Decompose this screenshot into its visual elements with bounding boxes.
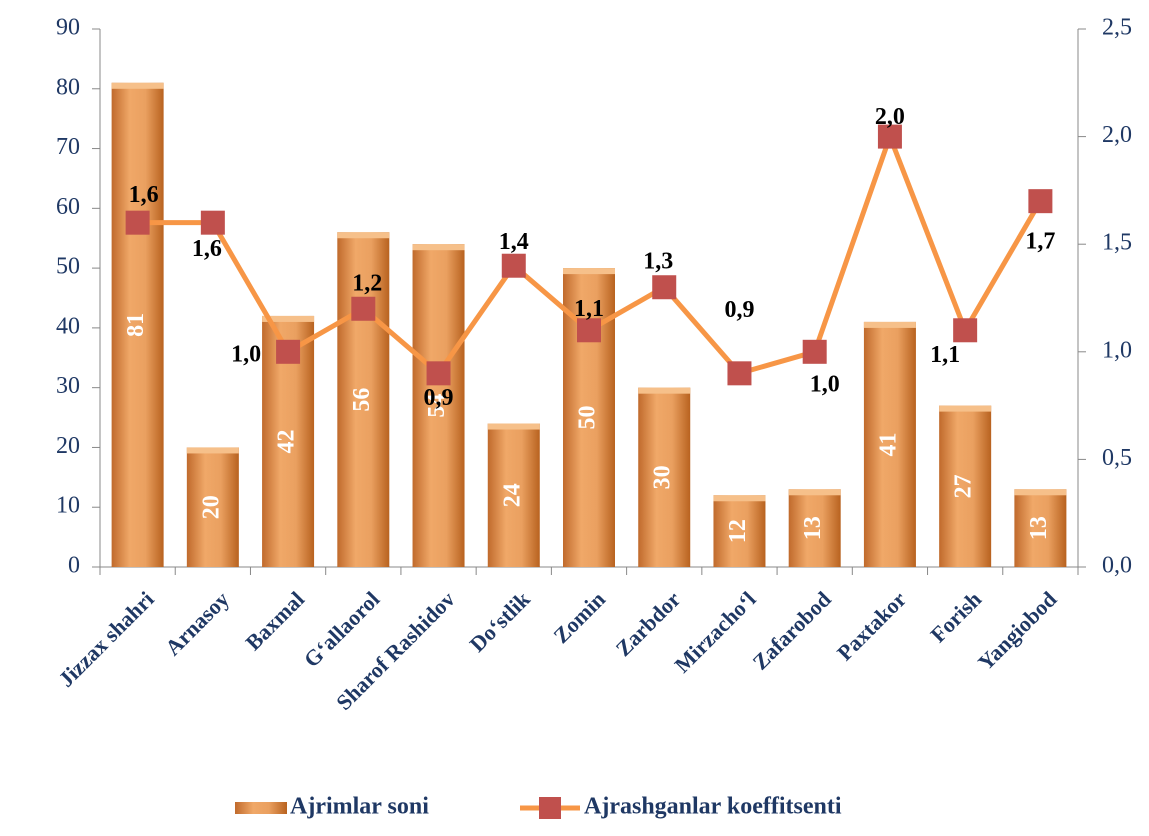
line-value-label: 1,1 (930, 342, 960, 368)
x-tick-label: Yangiobod (973, 586, 1062, 675)
line-value-label: 1,0 (231, 341, 261, 367)
line-value-label: 1,6 (129, 182, 159, 208)
y-tick-label: 30 (56, 373, 80, 399)
bar-value-label: 81 (123, 313, 149, 337)
marker (577, 318, 601, 342)
bar-value-label: 50 (575, 406, 601, 430)
marker (502, 254, 526, 278)
x-tick-label: Zarbdor (611, 586, 686, 661)
bar-value-label: 56 (349, 388, 375, 412)
chart: 0 10 20 30 40 50 60 70 80 90 0,0 0,5 1,0 1,5 2,0 2,5 Jiz… (0, 0, 1149, 831)
legend-label: Ajrimlar soni (290, 794, 429, 820)
line-value-label: 1,7 (1025, 229, 1055, 255)
bar-value-label: 27 (951, 474, 977, 498)
bar-value-label: 13 (800, 516, 826, 540)
y2-tick-label: 0,5 (1102, 445, 1132, 471)
marker (727, 361, 751, 385)
x-tick-label: Do‘stlik (464, 586, 535, 657)
marker (803, 340, 827, 364)
x-tick-label: Forish (925, 586, 986, 647)
y-tick-label: 90 (56, 15, 80, 41)
x-tick-label: Mirzacho‘l (669, 586, 760, 677)
bar-value-label: 20 (198, 495, 224, 519)
bar-value-label: 24 (499, 483, 525, 507)
bar-top (112, 83, 164, 89)
marker (276, 340, 300, 364)
bar-value-label: 12 (725, 519, 751, 543)
legend-swatch (235, 802, 287, 814)
line-value-label: 1,3 (643, 249, 673, 275)
bar-value-label: 41 (875, 432, 901, 456)
x-tick-label: Paxtakor (832, 586, 911, 665)
bar-top (864, 322, 916, 328)
y-tick-label: 0 (68, 553, 80, 579)
bar-value-label: 30 (650, 465, 676, 489)
y-tick-label: 40 (56, 313, 80, 339)
line-value-label: 1,6 (192, 236, 222, 262)
line-value-label: 1,0 (810, 371, 840, 397)
bar-top (939, 406, 991, 412)
marker (652, 275, 676, 299)
y-tick-label: 10 (56, 493, 80, 519)
bar-top (1014, 489, 1066, 495)
bar-value-label: 13 (1026, 516, 1052, 540)
y2-tick-label: 1,0 (1102, 337, 1132, 363)
y-tick-label: 80 (56, 74, 80, 100)
bar-top (713, 495, 765, 501)
marker (126, 211, 150, 235)
y2-tick-label: 0,0 (1102, 553, 1132, 579)
line-value-label: 2,0 (875, 104, 905, 130)
bar-top (488, 424, 540, 430)
y-tick-label: 50 (56, 254, 80, 280)
y2-tick-label: 1,5 (1102, 230, 1132, 256)
x-tick-label: Jizzax shahri (53, 586, 158, 691)
marker (1028, 189, 1052, 213)
x-tick-label: Arnasoy (160, 586, 234, 660)
marker (201, 211, 225, 235)
y-tick-label: 70 (56, 134, 80, 160)
x-tick-label: Zomin (548, 586, 610, 648)
y2-tick-label: 2,5 (1102, 15, 1132, 41)
bar-value-label: 42 (274, 429, 300, 453)
marker (351, 297, 375, 321)
bar-top (638, 388, 690, 394)
line-value-label: 0,9 (424, 385, 454, 411)
x-tick-label: Zafarobod (748, 586, 836, 674)
line-value-label: 1,1 (574, 296, 604, 322)
legend-label: Ajrashganlar koeffitsenti (584, 794, 842, 820)
x-tick-label: Baxmal (241, 586, 310, 655)
bar-top (337, 232, 389, 238)
y2-tick-label: 2,0 (1102, 122, 1132, 148)
line-value-label: 1,4 (499, 229, 529, 255)
line-value-label: 1,2 (352, 270, 382, 296)
y-tick-label: 20 (56, 433, 80, 459)
line-value-label: 0,9 (724, 297, 754, 323)
legend-marker (539, 797, 561, 819)
bar-top (789, 489, 841, 495)
marker (427, 361, 451, 385)
marker (953, 318, 977, 342)
bar-top (413, 244, 465, 250)
bar-top (563, 268, 615, 274)
y-tick-label: 60 (56, 194, 80, 220)
bar-top (187, 447, 239, 453)
